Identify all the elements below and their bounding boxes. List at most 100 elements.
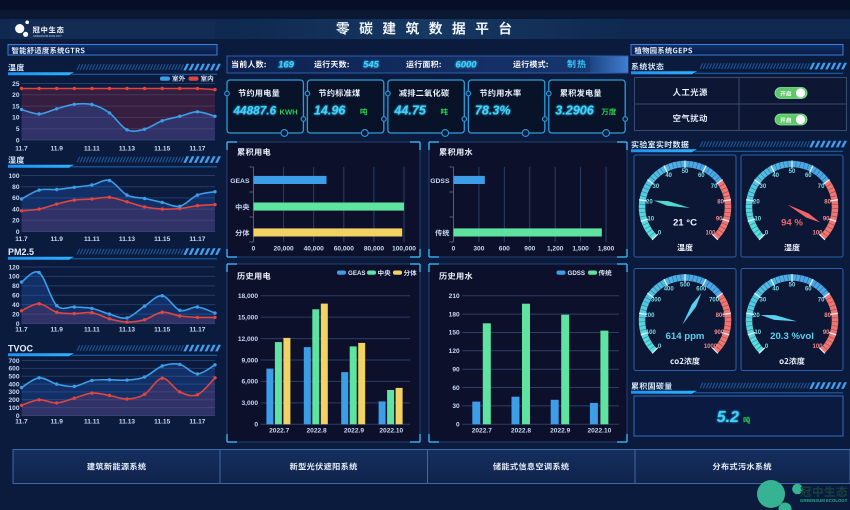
svg-text:30: 30 [760, 184, 767, 190]
svg-text:40,000: 40,000 [304, 246, 325, 253]
svg-text:500: 500 [8, 374, 19, 381]
svg-text:100: 100 [8, 274, 19, 281]
svg-text:2022.10: 2022.10 [587, 428, 611, 435]
svg-text:11.17: 11.17 [189, 236, 205, 243]
svg-text:40: 40 [665, 173, 672, 179]
svg-text:10: 10 [754, 216, 761, 222]
svg-text:11.13: 11.13 [119, 419, 135, 426]
svg-text:20: 20 [753, 313, 760, 319]
svg-text:94 %: 94 % [781, 218, 803, 229]
svg-text:40: 40 [772, 287, 779, 293]
svg-text:11.13: 11.13 [119, 327, 135, 334]
svg-text:614 ppm: 614 ppm [666, 331, 705, 342]
svg-text:700: 700 [709, 298, 720, 304]
svg-text:12,000: 12,000 [238, 336, 259, 343]
svg-text:2022.9: 2022.9 [550, 428, 571, 435]
svg-text:11.13: 11.13 [119, 146, 135, 153]
svg-text:100: 100 [812, 344, 823, 350]
svg-text:40: 40 [12, 206, 20, 213]
svg-text:180: 180 [449, 311, 460, 318]
svg-text:11.11: 11.11 [84, 146, 100, 153]
svg-text:0: 0 [16, 137, 20, 144]
svg-text:300: 300 [8, 389, 19, 396]
svg-text:400: 400 [664, 287, 675, 293]
svg-text:150: 150 [449, 330, 460, 337]
svg-text:169: 169 [278, 59, 295, 70]
svg-text:11.7: 11.7 [15, 327, 28, 334]
svg-text:120: 120 [449, 348, 460, 355]
svg-text:3.2906: 3.2906 [555, 104, 595, 118]
svg-text:GDSS: GDSS [430, 178, 450, 185]
svg-text:50: 50 [789, 283, 796, 289]
svg-text:KWH: KWH [280, 108, 298, 117]
svg-text:11.11: 11.11 [84, 327, 100, 334]
svg-text:60,000: 60,000 [334, 246, 355, 253]
svg-text:90: 90 [823, 330, 830, 336]
svg-text:100: 100 [8, 173, 19, 180]
svg-text:900: 900 [714, 330, 725, 336]
svg-text:PM2.5: PM2.5 [8, 247, 34, 257]
svg-text:11.11: 11.11 [84, 236, 100, 243]
svg-text:0: 0 [252, 246, 256, 253]
svg-text:11.17: 11.17 [189, 327, 205, 334]
svg-text:40: 40 [772, 173, 779, 179]
svg-text:600: 600 [499, 246, 510, 253]
svg-text:100: 100 [705, 231, 716, 237]
svg-text:60: 60 [805, 173, 812, 179]
svg-text:80,000: 80,000 [364, 246, 385, 253]
svg-text:GDSS: GDSS [568, 270, 586, 277]
svg-text:11.9: 11.9 [50, 146, 63, 153]
svg-text:600: 600 [696, 287, 707, 293]
svg-text:14.96: 14.96 [314, 104, 347, 118]
svg-text:0: 0 [16, 229, 20, 236]
svg-text:90: 90 [716, 216, 723, 222]
svg-text:200: 200 [644, 313, 655, 319]
svg-text:20: 20 [753, 200, 760, 206]
svg-text:300: 300 [473, 246, 484, 253]
svg-text:120: 120 [8, 264, 19, 271]
svg-text:11.15: 11.15 [154, 236, 170, 243]
svg-text:44.75: 44.75 [393, 104, 427, 118]
svg-text:6,000: 6,000 [241, 379, 258, 386]
svg-text:GEAS: GEAS [230, 178, 250, 185]
svg-text:50: 50 [682, 169, 689, 175]
svg-text:900: 900 [524, 246, 535, 253]
svg-text:80: 80 [12, 184, 20, 191]
svg-text:80: 80 [717, 200, 724, 206]
svg-text:0: 0 [452, 246, 456, 253]
svg-text:700: 700 [8, 358, 19, 365]
svg-text:90: 90 [823, 216, 830, 222]
svg-text:2022.9: 2022.9 [344, 428, 365, 435]
svg-text:0: 0 [765, 344, 769, 350]
svg-text:2022.8: 2022.8 [307, 428, 328, 435]
svg-text:18,000: 18,000 [238, 293, 259, 300]
svg-text:20: 20 [12, 311, 20, 318]
svg-text:2022.8: 2022.8 [511, 428, 532, 435]
svg-text:200: 200 [8, 397, 19, 404]
svg-text:11.9: 11.9 [50, 236, 63, 243]
svg-text:6000: 6000 [455, 59, 477, 70]
svg-text:0: 0 [16, 413, 20, 420]
svg-text:11.15: 11.15 [154, 419, 170, 426]
svg-text:11.9: 11.9 [50, 419, 63, 426]
svg-text:11.7: 11.7 [15, 236, 28, 243]
svg-text:1000: 1000 [704, 344, 718, 350]
svg-text:0: 0 [16, 321, 20, 328]
svg-text:100,000: 100,000 [392, 246, 416, 253]
svg-text:80: 80 [824, 313, 831, 319]
svg-text:10: 10 [754, 330, 761, 336]
svg-text:70: 70 [711, 184, 718, 190]
svg-text:0: 0 [456, 422, 460, 429]
svg-text:20.3 %vol: 20.3 %vol [770, 331, 814, 342]
svg-text:11.11: 11.11 [84, 419, 100, 426]
svg-text:20: 20 [12, 218, 20, 225]
svg-text:1,500: 1,500 [572, 246, 589, 253]
svg-text:80: 80 [12, 283, 20, 290]
svg-text:15: 15 [12, 103, 20, 110]
svg-text:2022.7: 2022.7 [472, 428, 493, 435]
svg-text:11.9: 11.9 [50, 327, 63, 334]
svg-text:800: 800 [716, 313, 727, 319]
svg-text:30: 30 [760, 298, 767, 304]
svg-text:11.7: 11.7 [15, 146, 28, 153]
svg-text:GEAS: GEAS [348, 270, 366, 277]
